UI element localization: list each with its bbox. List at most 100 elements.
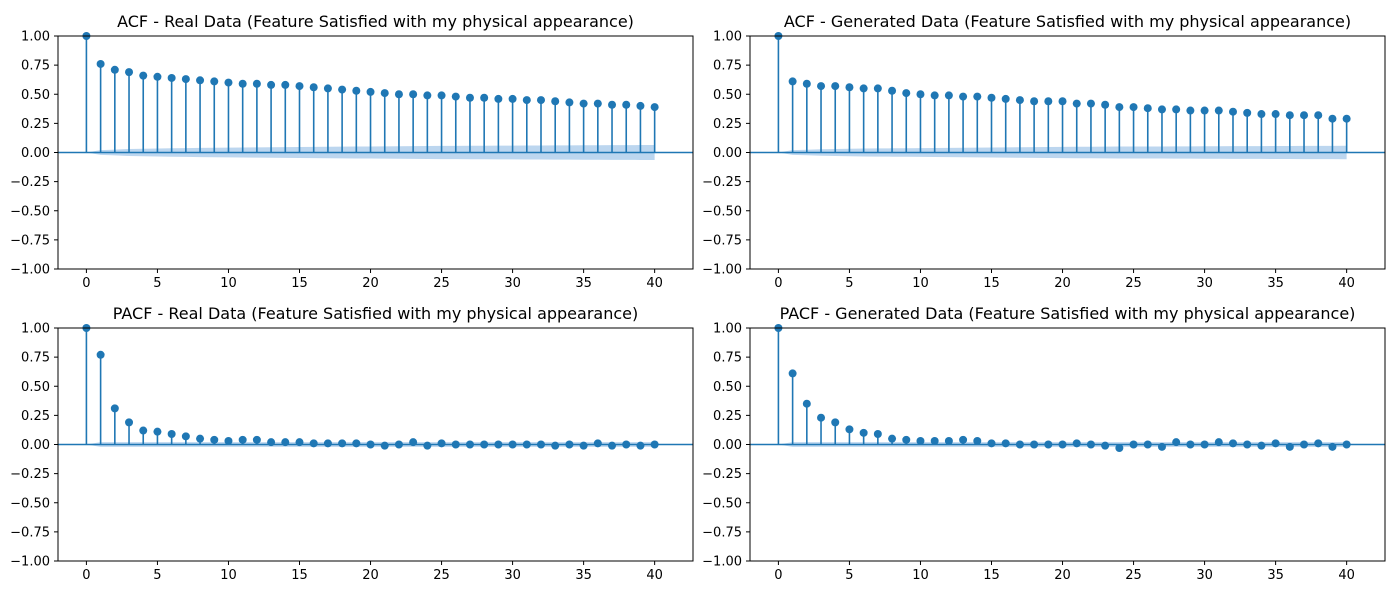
data-point xyxy=(536,440,545,449)
data-point xyxy=(788,77,797,86)
data-point xyxy=(409,90,418,99)
y-tick-label: 0.50 xyxy=(713,88,742,103)
data-point xyxy=(224,78,233,87)
data-point xyxy=(565,440,574,449)
plot-area: 0 5 10 15 20 25 30 35 40 −1.00 −0.75 −0.50 −0.25 0.00… xyxy=(10,30,694,291)
x-tick-label: 30 xyxy=(1196,568,1213,583)
acf-real-panel: ACF - Real Data (Feature Satisfied with … xyxy=(10,12,694,291)
x-tick-label: 0 xyxy=(82,276,90,291)
data-point xyxy=(1200,106,1209,115)
y-tick-label: 0.75 xyxy=(713,351,742,366)
data-point xyxy=(252,79,261,88)
y-tick-label: −0.75 xyxy=(10,525,50,540)
data-point xyxy=(817,82,826,91)
plot-area: 0 5 10 15 20 25 30 35 40 −1.00 −0.75 −0.50 −0.25 0.00… xyxy=(702,322,1386,583)
data-point xyxy=(845,83,854,92)
data-point xyxy=(96,350,105,359)
x-tick-label: 10 xyxy=(912,276,929,291)
data-point xyxy=(465,93,474,102)
data-point xyxy=(210,77,219,86)
y-tick-label: −0.50 xyxy=(702,204,742,219)
data-point xyxy=(423,91,432,100)
data-point xyxy=(1285,111,1294,120)
data-point xyxy=(1228,107,1237,116)
chart-title: PACF - Generated Data (Feature Satisfied… xyxy=(780,304,1356,323)
data-point xyxy=(480,440,489,449)
x-tick-label: 0 xyxy=(82,568,90,583)
pacf-generated-panel: PACF - Generated Data (Feature Satisfied… xyxy=(702,304,1386,583)
data-point xyxy=(1001,439,1010,448)
y-tick-label: 0.25 xyxy=(21,409,50,424)
data-point xyxy=(465,440,474,449)
data-point xyxy=(352,86,361,95)
x-tick-label: 35 xyxy=(1267,276,1284,291)
data-point xyxy=(973,437,982,446)
data-point xyxy=(1328,114,1337,123)
y-tick-label: 0.75 xyxy=(21,59,50,74)
x-tick-label: 40 xyxy=(1338,276,1355,291)
data-point xyxy=(338,439,347,448)
y-tick-label: −0.25 xyxy=(10,467,50,482)
chart-title: PACF - Real Data (Feature Satisfied with… xyxy=(113,304,638,323)
x-tick-label: 20 xyxy=(1054,276,1071,291)
data-point xyxy=(579,99,588,108)
data-point xyxy=(409,438,418,447)
data-point xyxy=(1271,439,1280,448)
x-tick-label: 15 xyxy=(983,276,1000,291)
data-point xyxy=(944,437,953,446)
data-point xyxy=(636,441,645,450)
y-tick-label: −1.00 xyxy=(702,263,742,278)
data-point xyxy=(916,90,925,99)
data-point xyxy=(622,440,631,449)
data-point xyxy=(522,96,531,105)
data-point xyxy=(802,399,811,408)
y-tick-label: −0.25 xyxy=(10,175,50,190)
data-point xyxy=(1101,100,1110,109)
data-point xyxy=(859,428,868,437)
y-tick-label: 1.00 xyxy=(21,322,50,337)
data-point xyxy=(551,97,560,106)
data-point xyxy=(281,438,290,447)
y-tick-label: 0.50 xyxy=(713,380,742,395)
data-point xyxy=(1058,440,1067,449)
data-point xyxy=(522,440,531,449)
y-tick-label: −0.50 xyxy=(10,496,50,511)
data-point xyxy=(1314,439,1323,448)
data-point xyxy=(295,438,304,447)
chart-title: ACF - Real Data (Feature Satisfied with … xyxy=(117,12,634,31)
data-point xyxy=(1214,438,1223,447)
data-point xyxy=(593,99,602,108)
data-point xyxy=(636,101,645,110)
x-tick-label: 25 xyxy=(1125,276,1142,291)
x-tick-label: 15 xyxy=(291,276,308,291)
data-point xyxy=(139,71,148,80)
data-point xyxy=(973,92,982,101)
data-point xyxy=(309,439,318,448)
data-point xyxy=(238,79,247,88)
data-point xyxy=(873,430,882,439)
x-tick-label: 30 xyxy=(504,568,521,583)
data-point xyxy=(394,440,403,449)
data-point xyxy=(1001,94,1010,103)
data-point xyxy=(309,83,318,92)
data-point xyxy=(451,92,460,101)
x-tick-label: 35 xyxy=(575,276,592,291)
x-tick-label: 35 xyxy=(1267,568,1284,583)
data-point xyxy=(338,85,347,94)
data-point xyxy=(944,91,953,100)
x-tick-label: 10 xyxy=(912,568,929,583)
data-point xyxy=(817,413,826,422)
data-point xyxy=(110,404,119,413)
data-point xyxy=(494,440,503,449)
data-point xyxy=(1214,106,1223,115)
data-point xyxy=(873,84,882,93)
data-point xyxy=(916,437,925,446)
data-point xyxy=(394,90,403,99)
x-tick-label: 0 xyxy=(774,276,782,291)
data-point xyxy=(1243,440,1252,449)
data-point xyxy=(224,437,233,446)
chart-title: ACF - Generated Data (Feature Satisfied … xyxy=(784,12,1351,31)
data-point xyxy=(125,418,134,427)
data-point xyxy=(987,439,996,448)
data-point xyxy=(1157,442,1166,451)
